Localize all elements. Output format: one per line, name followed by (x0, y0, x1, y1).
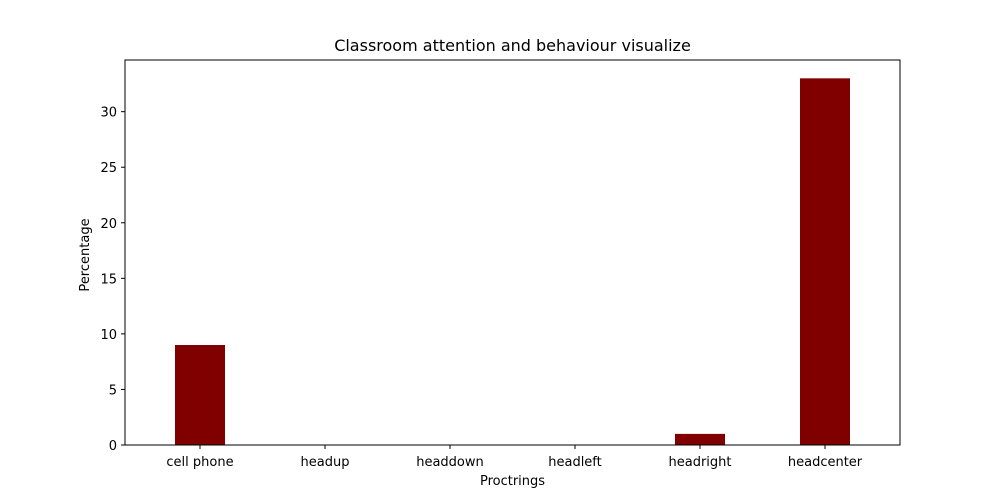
plot-area: cell phone headup headdown headleft headrigh… (100, 59, 901, 470)
y-tick-label: 30 (100, 106, 117, 121)
y-tick-label: 5 (109, 383, 117, 398)
x-tick-label: headdown (416, 455, 484, 470)
bar-headcenter (800, 78, 850, 445)
bar-cell-phone (175, 345, 225, 445)
x-tick-label: headleft (548, 455, 602, 470)
x-tick-label: headup (301, 455, 350, 470)
x-tick-label: headcenter (788, 455, 863, 470)
y-tick-label: 25 (100, 161, 117, 176)
x-tick-label: headright (668, 455, 731, 470)
y-axis-label: Percentage (78, 218, 93, 291)
y-tick-label: 15 (100, 272, 117, 287)
x-tick-label: cell phone (166, 455, 233, 470)
y-tick-label: 20 (100, 217, 117, 232)
x-axis-label: Proctrings (480, 474, 545, 489)
y-tick-label: 10 (100, 328, 117, 343)
chart-title: Classroom attention and behaviour visual… (334, 36, 691, 55)
bar-headright (675, 433, 725, 445)
y-tick-label: 0 (109, 439, 117, 454)
plot-frame (124, 59, 901, 446)
